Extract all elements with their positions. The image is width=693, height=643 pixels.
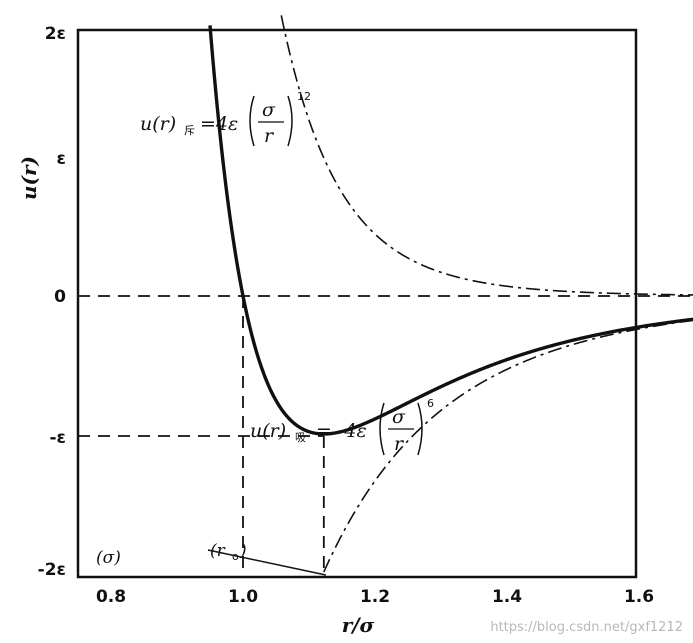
sigma-marker: (σ) [96,548,121,568]
repulsive-exponent: 12 [297,90,311,103]
repulsive-left-paren [249,95,255,147]
repulsive-formula: u(r) 斥 =4ε σ r 12 [140,90,311,147]
attractive-left-paren [379,402,385,456]
repulsive-coefficient: =4ε [200,113,238,135]
y-tick-label: 0 [54,287,66,307]
repulsive-u: u(r) [140,113,176,135]
plot-border [76,28,638,579]
r0-marker-subscript: o [232,550,239,563]
y-axis-ticks: 2ε ε 0 -ε -2ε [38,24,67,580]
repulsive-numerator: σ [262,99,276,121]
r0-marker-close: ) [239,541,247,561]
x-axis-label: r/σ [342,613,375,637]
x-tick-label: 1.0 [228,587,258,607]
attractive-numerator: σ [392,406,406,428]
x-tick-label: 1.6 [624,587,654,607]
y-tick-label: -ε [49,428,66,448]
attractive-u: u(r) [250,420,286,442]
curves [207,15,693,576]
attractive-formula: u(r) 吸 = -4ε σ r 6 [250,397,434,456]
attractive-exponent: 6 [427,397,434,410]
plot-frame [76,28,638,579]
r0-marker: (r o ) [210,541,247,563]
watermark: https://blog.csdn.net/gxf1212 [490,620,683,635]
y-tick-label: -2ε [38,560,66,580]
x-tick-label: 0.8 [96,587,126,607]
y-tick-label: ε [57,149,66,169]
attractive-curve [323,319,693,573]
total-potential-curve [208,25,693,436]
repulsive-right-paren [287,95,293,147]
attractive-right-paren [417,402,423,456]
r0-marker-open: (r [210,541,226,561]
repulsive-subscript: 斥 [184,124,195,137]
repulsive-curve [280,15,693,296]
y-axis-label: u(r) [17,156,41,200]
reference-lines [78,295,693,577]
repulsive-denominator: r [264,125,275,147]
y-tick-label: 2ε [45,24,66,44]
attractive-denominator: r [394,433,405,455]
r0-pointer [207,549,326,576]
attractive-coefficient: = -4ε [316,420,367,442]
x-axis-ticks: 0.81.01.21.41.61.82.02.22.42.6 [96,587,654,607]
x-tick-label: 1.4 [492,587,522,607]
attractive-subscript: 吸 [295,431,306,444]
x-tick-label: 1.2 [360,587,390,607]
